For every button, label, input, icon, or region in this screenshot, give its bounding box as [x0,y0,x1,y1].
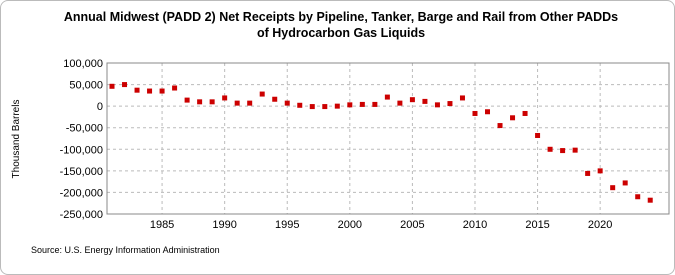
point [122,82,128,88]
point [297,102,303,108]
source-note: Source: U.S. Energy Information Administ… [31,245,220,255]
point [234,100,240,106]
point [372,101,378,107]
point [334,103,340,109]
x-tick-label: 1990 [212,219,236,231]
y-tick-label: 100,000 [63,58,103,70]
y-tick-label: 0 [97,101,103,113]
x-tick-label: 1985 [150,219,174,231]
point [560,148,566,154]
x-tick-label: 2005 [400,219,424,231]
x-tick-label: 2010 [463,219,487,231]
point [635,194,641,200]
point [309,104,315,110]
x-tick-label: 2020 [588,219,612,231]
point [322,104,328,110]
point [622,180,628,186]
point [247,100,253,106]
x-tick-label: 1995 [275,219,299,231]
point [347,102,353,108]
point [359,101,365,107]
point [284,100,290,106]
point [610,185,616,191]
point [585,170,591,176]
point [434,102,440,108]
point [222,95,228,101]
point [472,110,478,116]
point [197,99,203,105]
point [547,146,553,152]
plot-border [106,62,670,215]
point [134,87,140,93]
chart-title: of Hydrocarbon Gas Liquids [257,26,425,40]
point [597,168,603,174]
point [384,94,390,100]
point [409,97,415,103]
point [209,99,215,105]
point [184,97,190,103]
x-tick-label: 2015 [525,219,549,231]
y-tick-label: -150,000 [60,166,103,178]
y-tick-label: -200,000 [60,187,103,199]
chart-title: Annual Midwest (PADD 2) Net Receipts by … [64,10,618,24]
point [422,98,428,104]
x-tick-label: 2000 [338,219,362,231]
point [510,115,516,121]
y-tick-label: -250,000 [60,209,103,221]
y-tick-label: 50,000 [69,80,103,92]
point [535,132,541,138]
point [459,95,465,101]
point [147,88,153,94]
y-tick-label: -100,000 [60,144,103,156]
point [172,85,178,91]
point [109,83,115,89]
point [397,100,403,106]
point [647,197,653,203]
y-tick-label: -50,000 [66,123,103,135]
point [497,123,503,129]
point [272,96,278,102]
point [159,88,165,94]
point [522,110,528,116]
point [259,91,265,97]
y-axis-label: Thousand Barrels [11,100,22,179]
point [485,109,491,115]
point [572,147,578,153]
point [447,101,453,107]
